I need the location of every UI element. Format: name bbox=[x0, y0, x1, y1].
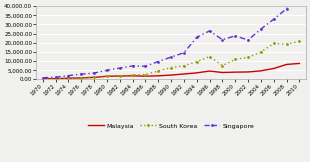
South Korea bbox=[169, 67, 173, 69]
Singapore bbox=[182, 52, 186, 54]
Singapore bbox=[156, 61, 160, 63]
Line: Singapore: Singapore bbox=[41, 0, 301, 79]
Singapore bbox=[246, 39, 250, 41]
Legend: Malaysia, South Korea, Singapore: Malaysia, South Korea, Singapore bbox=[86, 121, 257, 131]
Malaysia bbox=[118, 75, 122, 77]
Malaysia bbox=[195, 72, 199, 74]
South Korea bbox=[272, 42, 276, 44]
Line: South Korea: South Korea bbox=[41, 40, 301, 80]
Singapore bbox=[220, 39, 224, 41]
South Korea bbox=[182, 65, 186, 67]
South Korea bbox=[259, 51, 263, 53]
Malaysia bbox=[131, 75, 135, 77]
Malaysia bbox=[220, 72, 224, 74]
Malaysia bbox=[92, 76, 96, 78]
South Korea bbox=[67, 77, 70, 79]
South Korea bbox=[105, 75, 109, 77]
South Korea bbox=[233, 58, 237, 60]
South Korea bbox=[41, 78, 45, 80]
South Korea bbox=[298, 40, 301, 42]
Singapore bbox=[169, 56, 173, 58]
Singapore bbox=[195, 36, 199, 38]
Singapore bbox=[285, 8, 288, 10]
Malaysia bbox=[233, 71, 237, 73]
Malaysia bbox=[169, 74, 173, 76]
Singapore bbox=[272, 18, 276, 20]
South Korea bbox=[79, 77, 83, 79]
Malaysia bbox=[79, 77, 83, 79]
Singapore bbox=[131, 65, 135, 67]
Malaysia bbox=[246, 71, 250, 73]
Malaysia bbox=[298, 63, 301, 64]
South Korea bbox=[54, 78, 57, 80]
Malaysia bbox=[105, 75, 109, 77]
Singapore bbox=[67, 75, 70, 77]
Malaysia bbox=[67, 77, 70, 79]
South Korea bbox=[195, 61, 199, 63]
South Korea bbox=[220, 65, 224, 67]
Malaysia bbox=[208, 70, 211, 72]
Malaysia bbox=[54, 78, 57, 80]
South Korea bbox=[118, 75, 122, 77]
Singapore bbox=[54, 76, 57, 78]
Malaysia bbox=[272, 68, 276, 69]
South Korea bbox=[156, 70, 160, 72]
Singapore bbox=[208, 30, 211, 32]
Malaysia bbox=[156, 75, 160, 77]
South Korea bbox=[144, 74, 147, 75]
Singapore bbox=[144, 65, 147, 67]
Malaysia bbox=[182, 73, 186, 75]
Malaysia bbox=[144, 75, 147, 77]
South Korea bbox=[208, 56, 211, 58]
Singapore bbox=[105, 69, 109, 71]
Singapore bbox=[233, 35, 237, 37]
South Korea bbox=[92, 76, 96, 78]
Malaysia bbox=[259, 70, 263, 72]
Singapore bbox=[92, 72, 96, 74]
South Korea bbox=[131, 74, 135, 76]
Singapore bbox=[118, 67, 122, 69]
Singapore bbox=[41, 77, 45, 79]
Malaysia bbox=[285, 64, 288, 65]
South Korea bbox=[285, 43, 288, 45]
South Korea bbox=[246, 56, 250, 58]
Malaysia bbox=[41, 78, 45, 80]
Line: Malaysia: Malaysia bbox=[43, 64, 299, 79]
Singapore bbox=[259, 28, 263, 30]
Singapore bbox=[79, 73, 83, 75]
